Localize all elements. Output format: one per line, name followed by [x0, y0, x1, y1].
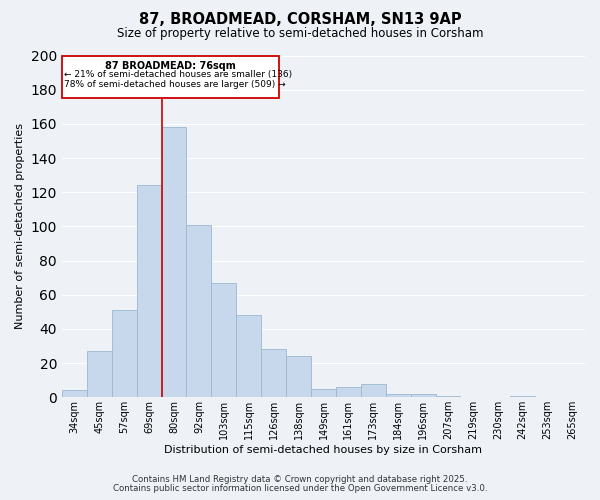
Bar	[112, 310, 137, 398]
Bar	[311, 388, 336, 398]
Text: ← 21% of semi-detached houses are smaller (136): ← 21% of semi-detached houses are smalle…	[64, 70, 293, 79]
Bar	[336, 387, 361, 398]
Text: 87 BROADMEAD: 76sqm: 87 BROADMEAD: 76sqm	[105, 60, 236, 70]
FancyBboxPatch shape	[62, 56, 278, 98]
Bar	[286, 356, 311, 398]
Text: Size of property relative to semi-detached houses in Corsham: Size of property relative to semi-detach…	[117, 28, 483, 40]
Text: 87, BROADMEAD, CORSHAM, SN13 9AP: 87, BROADMEAD, CORSHAM, SN13 9AP	[139, 12, 461, 28]
Bar	[386, 394, 410, 398]
Bar	[261, 350, 286, 398]
Bar	[161, 128, 187, 398]
Bar	[187, 224, 211, 398]
Text: 78% of semi-detached houses are larger (509) →: 78% of semi-detached houses are larger (…	[64, 80, 286, 90]
Bar	[510, 396, 535, 398]
Bar	[137, 186, 161, 398]
Text: Contains HM Land Registry data © Crown copyright and database right 2025.: Contains HM Land Registry data © Crown c…	[132, 475, 468, 484]
Bar	[87, 351, 112, 398]
Bar	[436, 396, 460, 398]
X-axis label: Distribution of semi-detached houses by size in Corsham: Distribution of semi-detached houses by …	[164, 445, 482, 455]
Bar	[62, 390, 87, 398]
Bar	[361, 384, 386, 398]
Y-axis label: Number of semi-detached properties: Number of semi-detached properties	[15, 124, 25, 330]
Bar	[236, 316, 261, 398]
Bar	[410, 394, 436, 398]
Bar	[211, 283, 236, 398]
Text: Contains public sector information licensed under the Open Government Licence v3: Contains public sector information licen…	[113, 484, 487, 493]
